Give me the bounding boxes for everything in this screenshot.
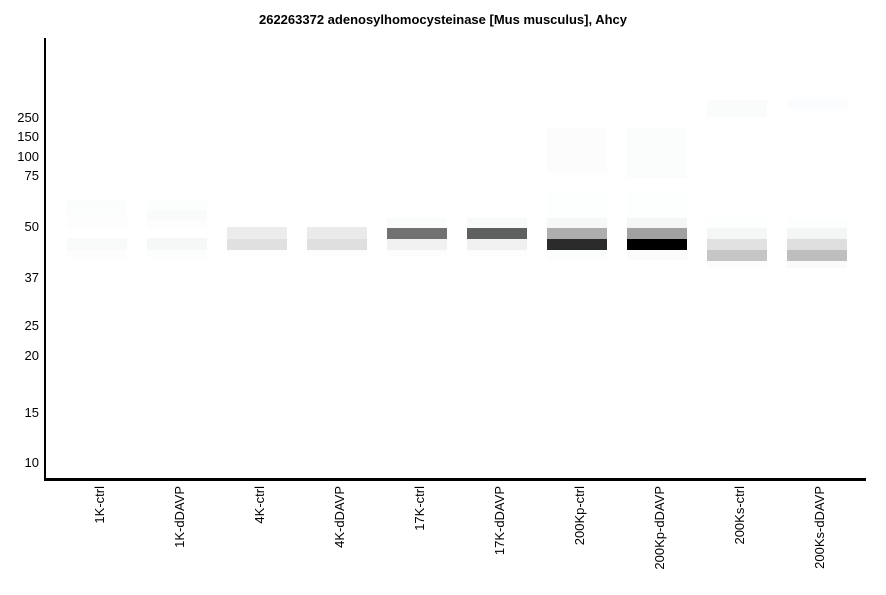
blot-band — [707, 218, 767, 228]
blot-band — [307, 227, 367, 239]
blot-band — [387, 250, 447, 256]
blot-band — [547, 218, 607, 228]
lane-label: 200Ks-ctrl — [732, 486, 747, 545]
blot-band — [307, 250, 367, 256]
blot-band — [147, 220, 207, 228]
lane-label: 200Kp-dDAVP — [652, 486, 667, 570]
blot-band — [787, 239, 847, 250]
blot-band — [707, 228, 767, 239]
blot-band — [467, 228, 527, 239]
y-axis-tick-label: 250 — [17, 110, 39, 125]
y-axis-tick-label: 10 — [24, 455, 39, 470]
blot-band — [67, 213, 127, 228]
y-axis-tick-label: 25 — [24, 318, 39, 333]
blot-band — [147, 210, 207, 220]
lane-label: 200Kp-ctrl — [572, 486, 587, 546]
blot-band — [627, 239, 687, 250]
blot-band — [547, 250, 607, 260]
blot-band — [67, 238, 127, 250]
lane-label: 1K-dDAVP — [172, 486, 187, 548]
blot-band — [547, 128, 607, 173]
blot-band — [547, 190, 607, 218]
y-axis-tick-label: 50 — [24, 219, 39, 234]
blot-band — [707, 261, 767, 268]
blot-band — [67, 200, 127, 213]
blot-band — [627, 228, 687, 239]
lane-label: 1K-ctrl — [92, 486, 107, 524]
lane-label: 4K-dDAVP — [332, 486, 347, 548]
blot-band — [307, 239, 367, 250]
blot-band — [387, 228, 447, 239]
y-axis-tick-label: 150 — [17, 129, 39, 144]
lane-label: 200Ks-dDAVP — [812, 486, 827, 569]
blot-band — [627, 218, 687, 228]
figure-title: 262263372 adenosylhomocysteinase [Mus mu… — [258, 12, 627, 27]
blot-band — [227, 239, 287, 250]
blot-band — [467, 250, 527, 256]
x-axis-line — [44, 478, 866, 481]
y-axis-line — [44, 38, 46, 481]
blot-band — [387, 218, 447, 228]
blot-band — [627, 128, 687, 178]
blot-band — [787, 228, 847, 239]
blot-band — [707, 239, 767, 250]
blot-band — [467, 218, 527, 228]
y-axis-tick-label: 20 — [24, 348, 39, 363]
lane-label: 17K-dDAVP — [492, 486, 507, 556]
y-axis-tick-label: 100 — [17, 149, 39, 164]
y-axis-tick-label: 75 — [24, 168, 39, 183]
blot-band — [147, 250, 207, 258]
blot-band — [787, 99, 847, 109]
y-axis-tick-label: 37 — [24, 270, 39, 285]
blot-band — [787, 218, 847, 228]
lane-label: 17K-ctrl — [412, 486, 427, 531]
blot-band — [467, 239, 527, 250]
blot-band — [547, 239, 607, 250]
blot-band — [227, 250, 287, 256]
lane-label: 4K-ctrl — [252, 486, 267, 524]
blot-band — [387, 239, 447, 250]
blot-band — [627, 250, 687, 260]
blot-band — [627, 190, 687, 218]
blot-band — [787, 250, 847, 261]
y-axis-tick-label: 15 — [24, 405, 39, 420]
blot-band — [67, 250, 127, 258]
blot-band — [707, 100, 767, 117]
blot-band — [227, 227, 287, 239]
blot-band — [547, 228, 607, 239]
blot-band — [707, 250, 767, 261]
blot-band — [787, 261, 847, 268]
blot-band — [147, 200, 207, 210]
blot-band — [147, 238, 207, 250]
